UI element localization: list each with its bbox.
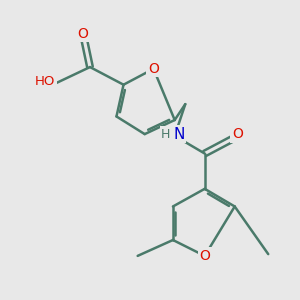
Text: O: O: [148, 62, 159, 76]
Text: HO: HO: [35, 75, 56, 88]
Text: N: N: [173, 127, 184, 142]
Text: O: O: [232, 127, 243, 141]
Text: H: H: [161, 128, 171, 141]
Text: O: O: [199, 249, 210, 263]
Text: O: O: [77, 26, 88, 40]
